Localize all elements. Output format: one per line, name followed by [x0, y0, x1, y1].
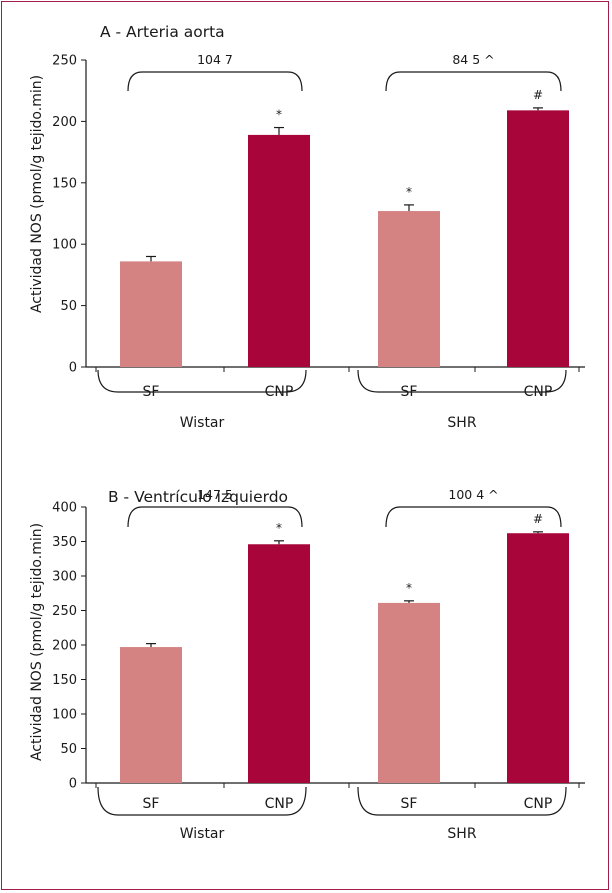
panel-a-significance-mark: * [406, 185, 412, 199]
panel-a-bar-0 [120, 261, 182, 367]
panel-b-category-label: SF [401, 796, 418, 812]
panel-b-bar-0 [120, 647, 182, 783]
panel-a-comparison-bracket [385, 71, 562, 92]
panel-b-y-tick-label: 350 [52, 535, 77, 550]
panel-b-significance-mark: * [406, 581, 412, 595]
panel-a-comparison-label: 84 5 ^ [452, 52, 494, 67]
panel-a-group-label: Wistar [180, 415, 225, 431]
panel-b-y-tick-label: 200 [52, 639, 77, 654]
panel-a-y-tick-label: 50 [60, 299, 77, 314]
panel-a-y-tick-label: 200 [52, 115, 77, 130]
panel-b-y-tick-label: 50 [60, 742, 77, 757]
panel-a-comparison-bracket [127, 71, 303, 92]
panel-b-y-tick-label: 250 [52, 604, 77, 619]
panel-b-bar-2 [378, 602, 440, 783]
panel-b-category-label: SF [143, 796, 160, 812]
panel-b-title: B - Ventrículo izquierdo [108, 488, 288, 506]
panel-a-significance-mark: # [533, 88, 543, 102]
panel-b-bar-1 [248, 544, 310, 783]
panel-b-y-tick-label: 100 [52, 708, 77, 723]
panel-a-group-brace [357, 369, 567, 393]
panel-b-y-tick-label: 0 [69, 777, 77, 792]
panel-a-bar-1 [248, 134, 310, 367]
panel-b-group-label: Wistar [180, 826, 225, 842]
panel-b-comparison-bracket [385, 506, 562, 528]
panel-b-y-tick-label: 150 [52, 673, 77, 688]
panel-b-significance-mark: * [276, 521, 282, 535]
panel-b-comparison-label: 147 5 [197, 487, 233, 502]
panel-a-chart: A - Arteria aorta Actividad NOS (pmol/g … [29, 23, 585, 431]
panel-b-significance-mark: # [533, 512, 543, 526]
panel-a-y-tick-label: 100 [52, 238, 77, 253]
panel-a-comparison-label: 104 7 [197, 52, 233, 67]
panel-b-group-brace [97, 786, 307, 816]
panel-b-category-label: CNP [524, 796, 553, 812]
panel-a-significance-mark: * [276, 108, 282, 122]
panel-b-comparison-label: 100 4 ^ [448, 487, 498, 502]
panel-a-bar-3 [507, 110, 569, 368]
panel-a-title: A - Arteria aorta [100, 23, 225, 41]
panel-a-y-tick-label: 150 [52, 176, 77, 191]
panel-b-y-axis-label: Actividad NOS (pmol/g tejido.min) [29, 523, 45, 761]
panel-b-comparison-bracket [127, 506, 303, 528]
panel-a-y-tick-label: 0 [69, 361, 77, 376]
panel-b-y-tick-label: 400 [52, 501, 77, 516]
panel-b-group-label: SHR [447, 826, 476, 842]
panel-a-y-axis-label: Actividad NOS (pmol/g tejido.min) [29, 75, 45, 313]
panel-a-bar-2 [378, 211, 440, 367]
panel-b-bar-3 [507, 533, 569, 783]
panel-b-group-brace [357, 786, 567, 816]
panel-a-group-label: SHR [447, 415, 476, 431]
panel-a-y-tick-label: 250 [52, 54, 77, 69]
panel-a-group-brace [97, 369, 307, 393]
panel-b-y-tick-label: 300 [52, 570, 77, 585]
panel-b-chart: B - Ventrículo izquierdo Actividad NOS (… [29, 487, 585, 842]
panel-b-category-label: CNP [265, 796, 294, 812]
